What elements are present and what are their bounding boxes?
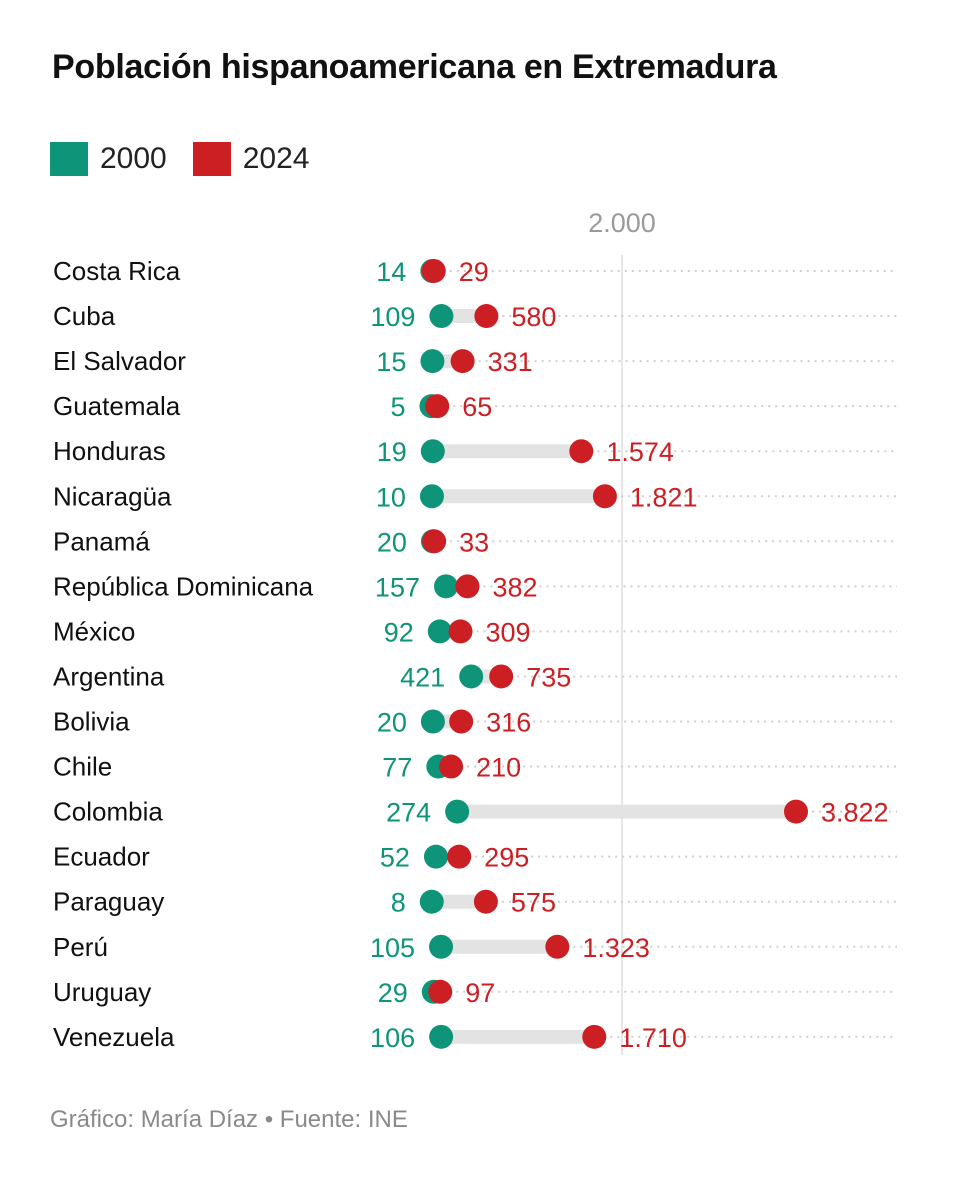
value-label-2024-mexico: 309: [486, 617, 531, 647]
value-label-2024-chile: 210: [476, 753, 521, 783]
value-label-2000-republica-dominicana: 157: [375, 572, 420, 602]
value-label-2000-paraguay: 8: [391, 888, 406, 918]
category-label-bolivia: Bolivia: [53, 707, 130, 737]
legend-label-2000: 2000: [100, 142, 167, 175]
point-2024-honduras: [569, 439, 594, 464]
value-label-2024-el-salvador: 331: [488, 347, 533, 377]
point-2000-honduras: [420, 439, 445, 464]
value-label-2024-guatemala: 65: [462, 392, 492, 422]
value-label-2000-cuba: 109: [370, 302, 415, 332]
value-label-2024-costa-rica: 29: [459, 257, 489, 287]
chart-title: Población hispanoamericana en Extremadur…: [52, 48, 777, 86]
value-label-2000-panama: 20: [377, 527, 407, 557]
point-2000-ecuador: [423, 844, 448, 869]
value-label-2024-honduras: 1.574: [606, 437, 674, 467]
point-2024-uruguay: [428, 979, 453, 1004]
legend-swatch-2000: [50, 142, 88, 176]
x-tick-label-0: 2.000: [588, 208, 656, 238]
value-label-2024-uruguay: 97: [465, 978, 495, 1008]
legend-item-2000: 2000: [50, 142, 167, 176]
legend-item-2024: 2024: [192, 142, 310, 176]
category-label-chile: Chile: [53, 752, 112, 782]
value-label-2024-colombia: 3.822: [821, 798, 889, 828]
value-label-2000-costa-rica: 14: [376, 257, 406, 287]
category-label-uruguay: Uruguay: [53, 977, 151, 1007]
point-2000-venezuela: [429, 1024, 454, 1049]
point-2024-costa-rica: [421, 259, 446, 283]
point-2000-paraguay: [419, 889, 444, 914]
category-label-peru: Perú: [53, 932, 108, 962]
point-2024-guatemala: [425, 394, 450, 419]
point-2024-peru: [545, 934, 570, 959]
point-2000-cuba: [429, 304, 454, 329]
value-label-2000-peru: 105: [370, 933, 415, 963]
value-label-2000-venezuela: 106: [370, 1023, 415, 1053]
dumbbell-chart: 2.000 Costa Rica 14 29 Cuba 109 580 El Salvador…: [53, 208, 897, 1055]
value-label-2000-uruguay: 29: [378, 978, 408, 1008]
point-2024-argentina: [489, 664, 514, 689]
point-2024-mexico: [448, 619, 473, 644]
category-label-mexico: México: [53, 616, 135, 646]
value-label-2024-paraguay: 575: [511, 888, 556, 918]
category-label-costa-rica: Costa Rica: [53, 256, 181, 286]
value-label-2000-honduras: 19: [377, 437, 407, 467]
category-label-cuba: Cuba: [53, 301, 116, 331]
value-label-2024-panama: 33: [459, 527, 489, 557]
point-2000-nicaragua: [419, 484, 444, 509]
category-label-argentina: Argentina: [53, 661, 165, 691]
value-label-2000-colombia: 274: [386, 798, 431, 828]
point-2024-venezuela: [582, 1024, 607, 1049]
point-2024-bolivia: [449, 709, 474, 734]
point-2000-republica-dominicana: [433, 574, 458, 599]
point-2024-republica-dominicana: [455, 574, 480, 599]
value-label-2024-nicaragua: 1.821: [630, 482, 698, 512]
value-label-2000-guatemala: 5: [390, 392, 405, 422]
point-2024-paraguay: [473, 889, 498, 914]
chart-source: Gráfico: María Díaz • Fuente: INE: [50, 1106, 408, 1133]
value-label-2000-ecuador: 52: [380, 843, 410, 873]
category-label-honduras: Honduras: [53, 436, 166, 466]
category-label-venezuela: Venezuela: [53, 1022, 175, 1052]
legend: 2000 2024: [50, 142, 336, 176]
point-2024-colombia: [784, 799, 808, 824]
point-2024-el-salvador: [450, 349, 475, 374]
value-label-2024-venezuela: 1.710: [619, 1023, 687, 1053]
point-2000-bolivia: [420, 709, 445, 734]
legend-label-2024: 2024: [242, 142, 310, 175]
category-label-colombia: Colombia: [53, 797, 163, 827]
point-2000-argentina: [459, 664, 484, 689]
value-label-2024-argentina: 735: [526, 662, 571, 692]
point-2024-ecuador: [447, 844, 472, 869]
point-2024-chile: [439, 754, 464, 779]
value-label-2024-republica-dominicana: 382: [492, 572, 537, 602]
category-label-republica-dominicana: República Dominicana: [53, 571, 314, 601]
value-label-2024-bolivia: 316: [486, 708, 531, 738]
point-2024-cuba: [474, 304, 499, 329]
point-2000-mexico: [427, 619, 452, 644]
value-label-2000-el-salvador: 15: [376, 347, 406, 377]
value-label-2024-peru: 1.323: [582, 933, 650, 963]
value-label-2000-nicaragua: 10: [376, 482, 406, 512]
value-label-2024-ecuador: 295: [484, 843, 529, 873]
value-label-2000-chile: 77: [382, 753, 412, 783]
value-label-2000-argentina: 421: [400, 662, 445, 692]
point-2024-nicaragua: [592, 484, 617, 509]
value-label-2000-bolivia: 20: [377, 708, 407, 738]
value-label-2024-cuba: 580: [511, 302, 556, 332]
point-2000-el-salvador: [420, 349, 445, 374]
point-2000-colombia: [445, 799, 470, 824]
point-2024-panama: [422, 529, 447, 554]
category-label-nicaragua: Nicaragüa: [53, 481, 172, 511]
category-label-el-salvador: El Salvador: [53, 346, 186, 376]
category-label-paraguay: Paraguay: [53, 887, 164, 917]
category-label-panama: Panamá: [53, 526, 150, 556]
legend-swatch-2024: [192, 142, 231, 176]
category-label-ecuador: Ecuador: [53, 842, 150, 872]
value-label-2000-mexico: 92: [384, 617, 414, 647]
category-label-guatemala: Guatemala: [53, 391, 181, 421]
point-2000-peru: [429, 934, 454, 959]
